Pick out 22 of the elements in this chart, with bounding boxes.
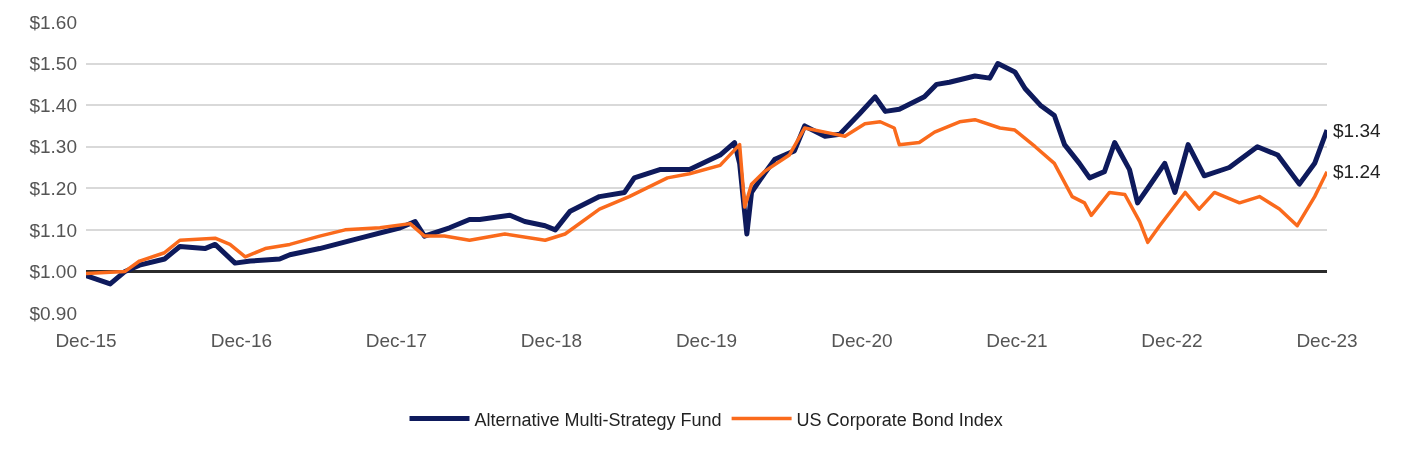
annotation: $1.34: [1333, 120, 1381, 141]
legend-label: US Corporate Bond Index: [796, 409, 1003, 430]
x-tick-label: Dec-19: [675, 330, 738, 351]
x-tick-label: Dec-21: [986, 330, 1048, 351]
y-tick-label: $0.90: [29, 302, 77, 324]
y-tick-label: $1.00: [29, 261, 77, 283]
y-tick-label: $1.30: [29, 136, 77, 158]
legend-label: Alternative Multi-Strategy Fund: [474, 409, 722, 430]
x-tick-label: Dec-22: [1141, 330, 1203, 351]
y-tick-label: $1.60: [29, 11, 77, 33]
y-tick-label: $1.20: [29, 177, 77, 199]
x-tick-label: Dec-16: [210, 330, 273, 351]
x-tick-label: Dec-20: [831, 330, 893, 351]
x-tick-label: Dec-18: [520, 330, 583, 351]
y-tick-label: $1.50: [29, 53, 77, 75]
x-tick-label: Dec-15: [55, 330, 117, 351]
y-tick-label: $1.40: [29, 94, 77, 116]
x-tick-label: Dec-23: [1296, 330, 1358, 351]
y-tick-label: $1.10: [29, 219, 77, 241]
line-series: [86, 117, 1327, 276]
annotation: $1.24: [1333, 161, 1381, 182]
x-tick-label: Dec-17: [365, 330, 428, 351]
